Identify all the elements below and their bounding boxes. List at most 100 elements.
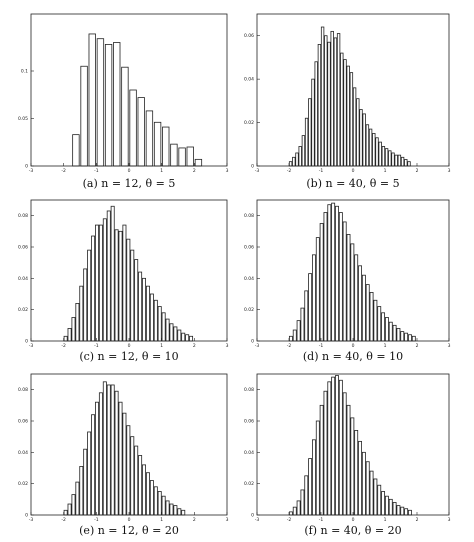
bar-e-30 xyxy=(181,509,186,516)
plot-frame-a xyxy=(30,13,228,167)
x-tick-label-e-2: -1 xyxy=(94,517,99,523)
bar-f-18 xyxy=(358,440,362,516)
x-tick-label-c-4: 1 xyxy=(160,343,163,349)
x-tick-label-c-1: -2 xyxy=(61,343,66,349)
bar-c-9 xyxy=(98,224,103,342)
bar-f-15 xyxy=(346,404,351,516)
bar-d-29 xyxy=(400,331,405,342)
y-tick-label-b-0: 0 xyxy=(251,164,254,170)
bar-a-9 xyxy=(145,110,154,167)
bar-d-4 xyxy=(304,290,309,342)
x-tick-label-d-3: 0 xyxy=(352,343,355,349)
x-tick-label-b-4: 1 xyxy=(384,168,387,174)
bar-e-11 xyxy=(106,384,111,516)
bar-d-12 xyxy=(335,205,339,342)
bar-f-30 xyxy=(404,508,409,516)
y-tick-label-f-3: 0.06 xyxy=(244,419,254,425)
x-tick-label-d-4: 1 xyxy=(384,343,387,349)
bar-b-21 xyxy=(356,98,360,167)
y-tick-label-c-4: 0.08 xyxy=(18,213,28,219)
bar-c-19 xyxy=(138,271,143,342)
bar-f-25 xyxy=(384,495,389,516)
x-tick-label-c-5: 2 xyxy=(193,343,196,349)
bar-d-24 xyxy=(381,312,386,342)
bar-c-31 xyxy=(185,334,190,342)
x-tick-label-a-4: 1 xyxy=(160,168,163,174)
bar-b-28 xyxy=(378,141,382,167)
x-tick-label-f-5: 2 xyxy=(416,517,419,523)
bar-b-24 xyxy=(365,124,370,167)
bar-d-7 xyxy=(315,237,320,342)
bar-d-23 xyxy=(377,306,382,342)
bar-f-17 xyxy=(354,430,359,516)
bar-b-36 xyxy=(404,159,408,167)
bar-c-30 xyxy=(181,332,186,342)
bar-a-7 xyxy=(129,89,137,167)
bar-c-24 xyxy=(157,306,162,342)
histogram-panel-a: -3 -2 -1 0 1 2 3 0 0.05 0.1 xyxy=(18,13,229,174)
bar-a-3 xyxy=(96,38,105,167)
bar-a-10 xyxy=(153,121,162,167)
bar-f-24 xyxy=(381,491,386,516)
x-tick-label-f-1: -2 xyxy=(287,517,292,523)
bar-d-16 xyxy=(350,243,355,342)
bar-b-37 xyxy=(407,161,411,167)
y-tick-label-a-2: 0.1 xyxy=(21,69,28,75)
bar-e-1 xyxy=(67,503,72,516)
bar-c-27 xyxy=(169,323,174,342)
bar-c-10 xyxy=(102,218,107,342)
bar-d-14 xyxy=(342,221,347,342)
caption-panel-f: (f) n = 40, θ = 20 xyxy=(304,524,402,537)
bar-f-16 xyxy=(350,417,355,516)
y-tick-label-a-0: 0 xyxy=(25,164,28,170)
x-tick-label-d-6: 3 xyxy=(448,343,451,349)
bar-c-4 xyxy=(79,285,84,342)
bar-e-17 xyxy=(130,436,135,516)
x-tick-label-f-0: -3 xyxy=(255,517,260,523)
bar-b-3 xyxy=(298,146,302,167)
bar-b-14 xyxy=(333,37,338,167)
bar-a-14 xyxy=(186,146,194,167)
y-tick-label-f-2: 0.04 xyxy=(244,450,254,456)
bar-b-34 xyxy=(397,154,402,167)
bar-e-15 xyxy=(122,412,127,516)
y-tick-label-e-4: 0.08 xyxy=(18,387,28,393)
x-tick-label-c-3: 0 xyxy=(128,343,131,349)
bar-b-13 xyxy=(330,30,334,167)
bar-d-19 xyxy=(361,274,366,342)
bar-b-29 xyxy=(381,146,386,167)
bar-d-32 xyxy=(411,335,416,342)
bar-b-10 xyxy=(320,26,325,167)
bar-c-28 xyxy=(173,326,178,342)
bar-f-12 xyxy=(335,375,339,516)
x-tick-label-c-2: -1 xyxy=(94,343,99,349)
bar-c-1 xyxy=(67,328,72,342)
x-tick-label-e-3: 0 xyxy=(128,517,131,523)
bar-d-8 xyxy=(319,223,324,342)
x-tick-label-b-0: -3 xyxy=(255,168,260,174)
bar-b-8 xyxy=(314,61,318,167)
bar-a-6 xyxy=(121,66,129,167)
bar-e-6 xyxy=(87,431,92,516)
bar-b-18 xyxy=(346,65,350,167)
bar-f-4 xyxy=(304,475,309,516)
x-tick-label-b-2: -1 xyxy=(319,168,324,174)
bar-d-18 xyxy=(358,265,362,342)
bar-f-13 xyxy=(338,379,343,516)
bar-f-26 xyxy=(388,498,393,516)
bar-d-10 xyxy=(327,204,332,342)
bar-e-22 xyxy=(149,480,154,516)
bar-c-15 xyxy=(122,224,127,342)
bar-e-28 xyxy=(173,505,178,516)
bar-e-25 xyxy=(161,495,166,516)
bar-d-31 xyxy=(408,334,412,342)
x-tick-label-b-1: -2 xyxy=(287,168,292,174)
bar-f-9 xyxy=(323,390,328,516)
bar-d-22 xyxy=(373,299,378,342)
bar-d-27 xyxy=(392,324,397,342)
bar-d-5 xyxy=(308,273,313,342)
bar-a-15 xyxy=(194,158,203,167)
x-tick-label-d-0: -3 xyxy=(255,343,260,349)
y-tick-label-d-3: 0.06 xyxy=(244,245,254,251)
